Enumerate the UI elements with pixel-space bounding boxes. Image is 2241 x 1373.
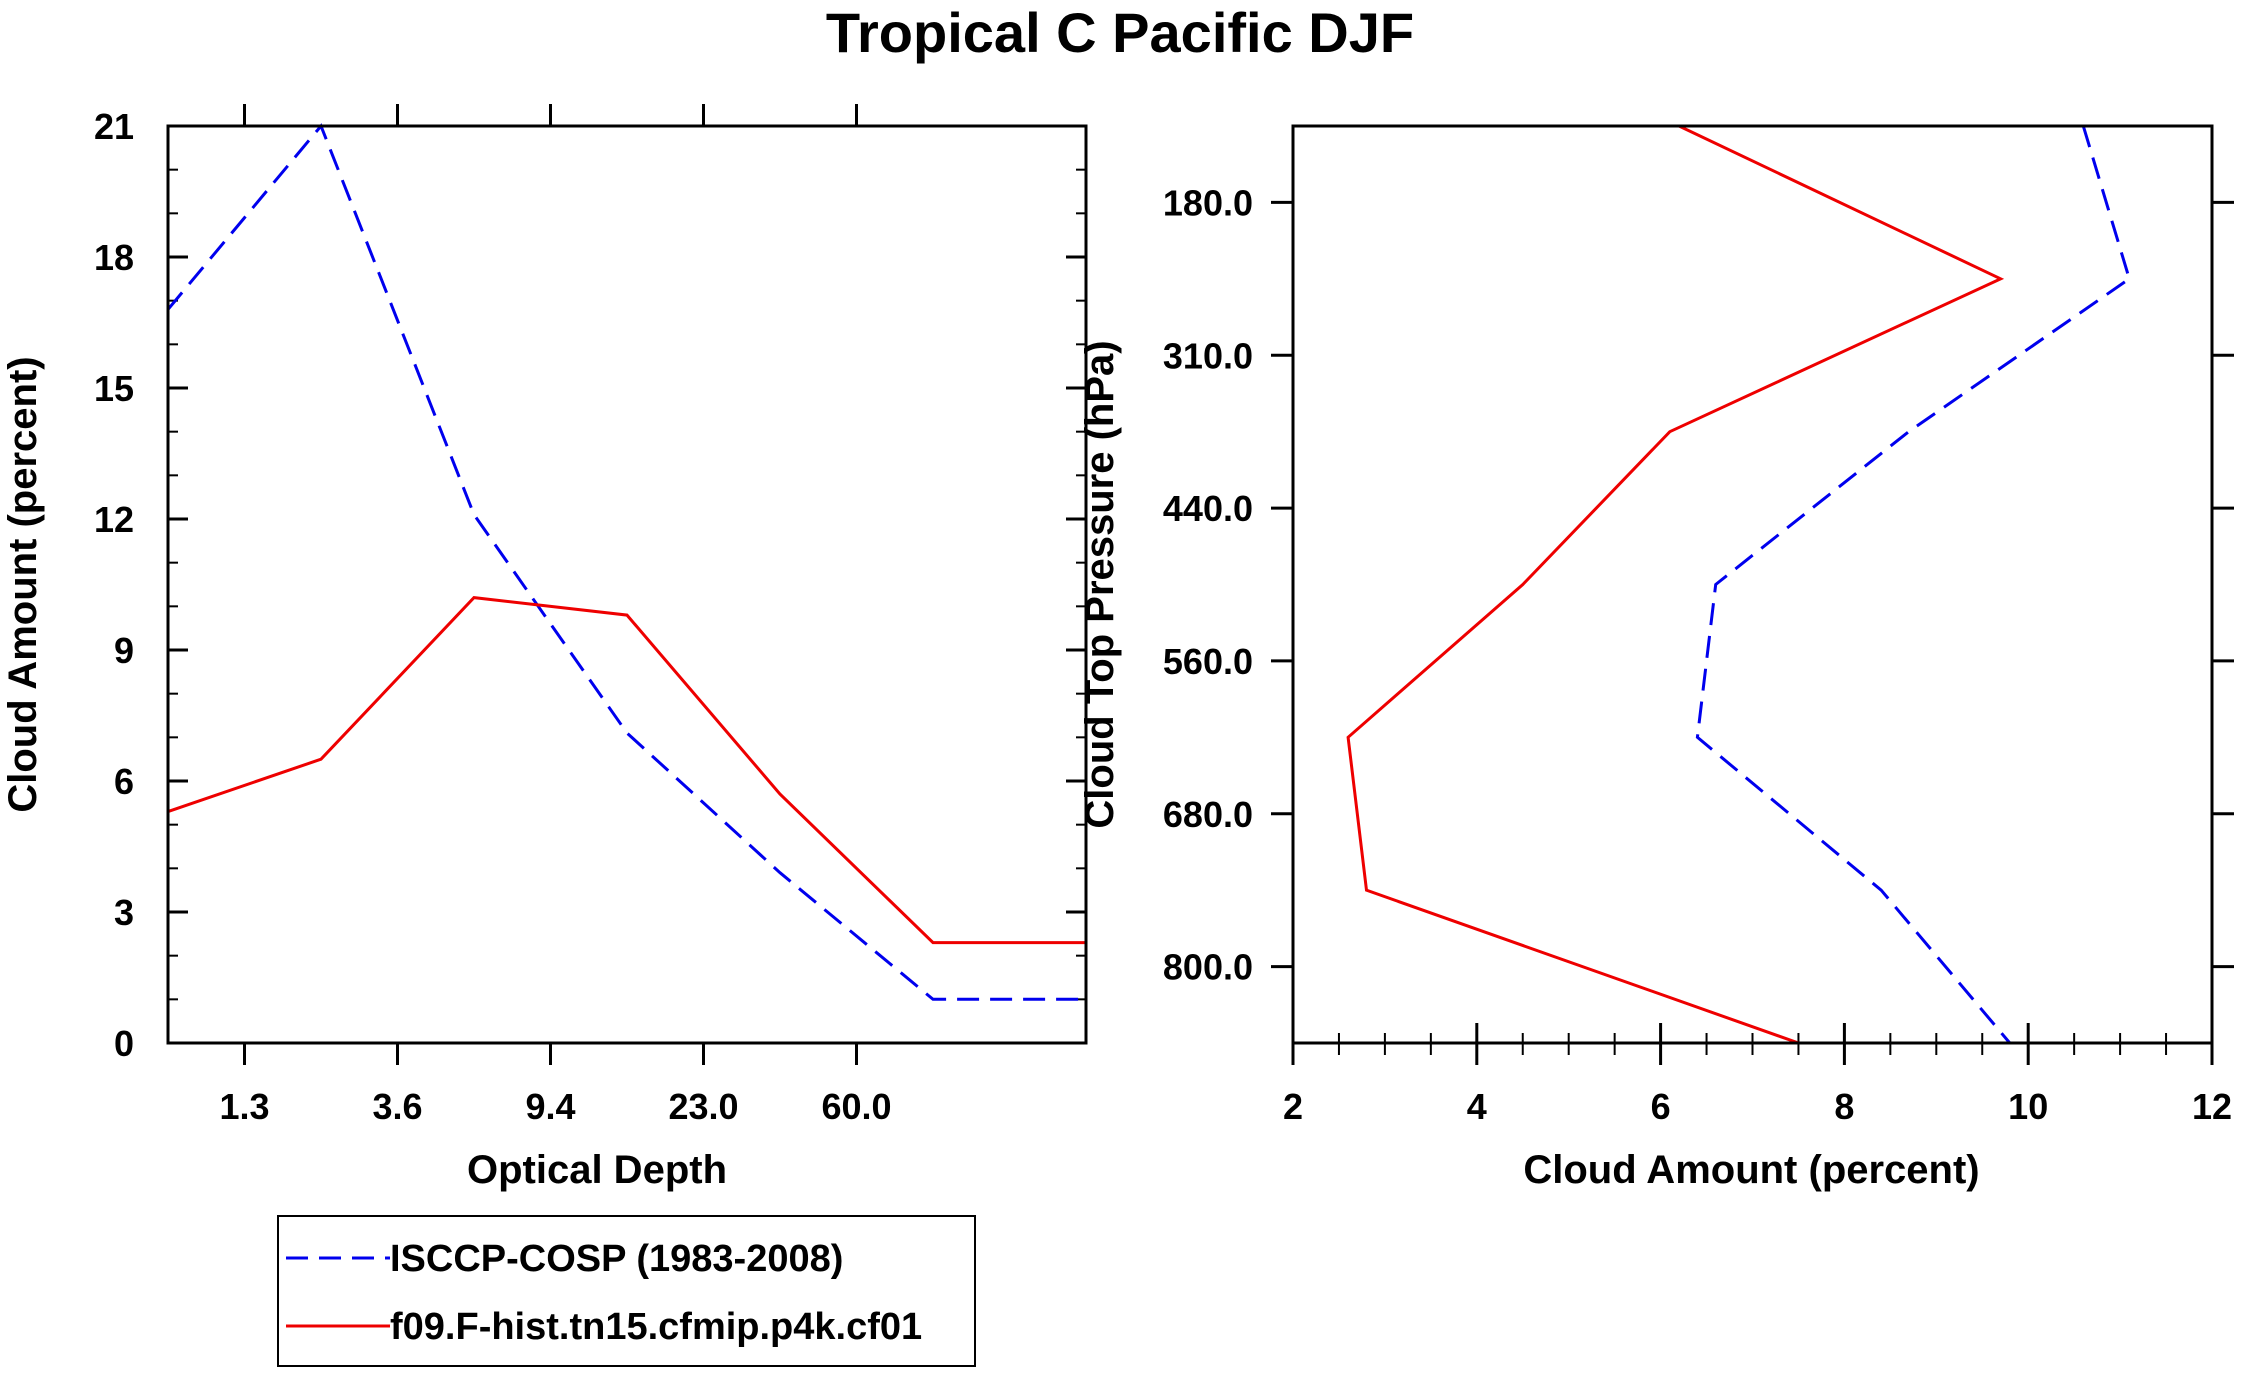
panel2-x-axis-label: Cloud Amount (percent) — [1523, 1148, 1979, 1192]
legend-box — [277, 1215, 976, 1367]
panel1-y-tick-label: 15 — [94, 368, 134, 409]
panel1-ticks — [168, 104, 1086, 1065]
panel1-x-axis-label: Optical Depth — [467, 1148, 727, 1192]
panel1-x-tick-label: 9.4 — [525, 1086, 575, 1127]
panel2-y-tick-label: 560.0 — [1163, 641, 1253, 682]
panel2-y-tick-label: 180.0 — [1163, 182, 1253, 223]
panel1-frame — [166, 124, 1088, 1045]
panel1-x-tick-label: 23.0 — [668, 1086, 738, 1127]
legend: ISCCP-COSP (1983-2008) f09.F-hist.tn15.c… — [277, 1215, 976, 1367]
panel2-tick-labels: 2 4 6 8 10 12 180.0 310.0 440.0 560.0 680.0 800.0 — [1163, 182, 2232, 1127]
panel2-y-tick-label: 800.0 — [1163, 947, 1253, 988]
panel2-y-axis-label: Cloud Top Pressure (hPa) — [1078, 340, 1122, 828]
panel-cloud-top-pressure: 2 4 6 8 10 12 180.0 310.0 440.0 560.0 680.0 800.0 C… — [1078, 124, 2234, 1192]
panel1-y-tick-label: 6 — [114, 761, 134, 802]
panel1-y-tick-label: 9 — [114, 630, 134, 671]
panel1-y-tick-label: 21 — [94, 106, 134, 147]
panel1-x-tick-label: 3.6 — [372, 1086, 422, 1127]
panel1-x-tick-label: 1.3 — [219, 1086, 269, 1127]
panel2-x-tick-label: 12 — [2192, 1086, 2232, 1127]
panel1-x-tick-label: 60.0 — [821, 1086, 891, 1127]
chart-title: Tropical C Pacific DJF — [826, 1, 1414, 64]
panel2-x-tick-label: 2 — [1283, 1086, 1303, 1127]
panel2-x-tick-label: 6 — [1651, 1086, 1671, 1127]
panel2-series-line — [1695, 125, 2132, 1044]
legend-label-isccp: ISCCP-COSP (1983-2008) — [390, 1238, 843, 1280]
panel2-series-line — [1346, 124, 2005, 1045]
legend-label-model: f09.F-hist.tn15.cfmip.p4k.cf01 — [390, 1306, 922, 1348]
panel2-x-tick-label: 4 — [1467, 1086, 1487, 1127]
panel1-y-tick-label: 12 — [94, 499, 134, 540]
panel1-tick-labels: 0 3 6 9 12 15 18 21 1.3 3.6 9.4 23.0 60.0 — [94, 106, 892, 1127]
panel2-ticks — [1271, 200, 2234, 1065]
panel1-series-line — [166, 123, 1086, 1001]
panel2-x-tick-label: 10 — [2008, 1086, 2048, 1127]
panel1-series-line — [167, 596, 1086, 945]
panel1-y-axis-label: Cloud Amount (percent) — [1, 356, 45, 812]
panel2-frame — [1291, 124, 2214, 1045]
panel2-y-tick-label: 440.0 — [1163, 488, 1253, 529]
panel2-series — [1346, 124, 2132, 1045]
panel-optical-depth: 0 3 6 9 12 15 18 21 1.3 3.6 9.4 23.0 60.0 Optical De… — [1, 104, 1088, 1192]
panel2-x-tick-label: 8 — [1834, 1086, 1854, 1127]
panel2-y-tick-label: 680.0 — [1163, 794, 1253, 835]
panel2-y-tick-label: 310.0 — [1163, 335, 1253, 376]
panel1-y-tick-label: 18 — [94, 237, 134, 278]
panel1-y-tick-label: 3 — [114, 892, 134, 933]
panel1-y-tick-label: 0 — [114, 1023, 134, 1064]
panel1-series — [166, 123, 1086, 1001]
